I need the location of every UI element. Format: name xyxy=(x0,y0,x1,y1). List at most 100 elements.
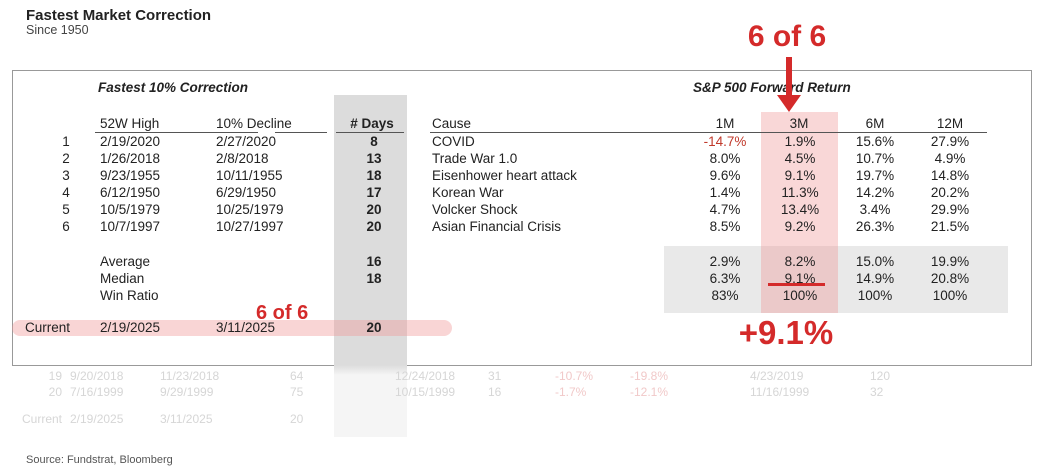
cause-text: Eisenhower heart attack xyxy=(432,168,577,183)
return-6m: 3.4% xyxy=(859,202,891,217)
left-heading: Fastest 10% Correction xyxy=(98,80,249,95)
faded-cell: 32 xyxy=(870,385,884,399)
faded-cell: 9/20/2018 xyxy=(70,369,124,383)
rank-number: 6 xyxy=(62,219,70,234)
stat-1m: 2.9% xyxy=(709,254,741,269)
return-1m: 8.0% xyxy=(709,151,741,166)
return-1m: 4.7% xyxy=(709,202,741,217)
faded-cell: 3/11/2025 xyxy=(160,412,213,426)
return-12m: 14.8% xyxy=(930,168,970,183)
stat-days: 18 xyxy=(366,271,382,286)
return-12m: 29.9% xyxy=(930,202,970,217)
rank-number: 5 xyxy=(62,202,70,217)
faded-cell: 31 xyxy=(488,369,502,383)
cause-text: Asian Financial Crisis xyxy=(432,219,562,234)
faded-cell: 120 xyxy=(870,369,891,383)
stat-12m: 100% xyxy=(932,288,968,303)
faded-cell: -19.8% xyxy=(630,369,669,383)
return-12m: 27.9% xyxy=(930,134,970,149)
divider xyxy=(275,132,327,133)
current-decline: 3/11/2025 xyxy=(216,320,276,335)
arrow-down-icon xyxy=(786,57,792,97)
return-3m: 13.4% xyxy=(780,202,820,217)
days-value: 8 xyxy=(370,134,378,149)
faded-cell: -12.1% xyxy=(630,385,669,399)
faded-cell: 64 xyxy=(290,369,304,383)
divider xyxy=(95,132,257,133)
decline-date: 6/29/1950 xyxy=(216,185,277,200)
return-3m: 9.2% xyxy=(784,219,816,234)
table-frame xyxy=(12,70,1032,366)
52w-high-date: 1/26/2018 xyxy=(100,151,161,166)
return-12m: 20.2% xyxy=(930,185,970,200)
faded-cell: 20 xyxy=(290,412,304,426)
return-6m: 10.7% xyxy=(855,151,895,166)
cause-text: COVID xyxy=(432,134,475,149)
faded-cell: -1.7% xyxy=(555,385,587,399)
days-value: 13 xyxy=(366,151,382,166)
faded-cell: 16 xyxy=(488,385,502,399)
return-1m: 8.5% xyxy=(709,219,741,234)
days-value: 18 xyxy=(366,168,382,183)
header-10-decline: 10% Decline xyxy=(216,116,292,131)
return-3m: 4.5% xyxy=(784,151,816,166)
52w-high-date: 9/23/1955 xyxy=(100,168,161,183)
decline-date: 10/25/1979 xyxy=(216,202,284,217)
stat-12m: 20.8% xyxy=(930,271,970,286)
faded-cell: 12/24/2018 xyxy=(395,369,456,383)
decline-date: 10/11/1955 xyxy=(216,168,283,183)
header-52w-high: 52W High xyxy=(100,116,160,131)
annotation-left: 6 of 6 xyxy=(256,302,309,324)
annotation-result: +9.1% xyxy=(738,314,834,351)
stat-12m: 19.9% xyxy=(930,254,970,269)
stats-band xyxy=(664,246,1008,313)
decline-date: 10/27/1997 xyxy=(216,219,284,234)
return-3m: 1.9% xyxy=(784,134,816,149)
faded-cell: Current xyxy=(21,412,62,426)
stat-3m: 9.1% xyxy=(784,271,816,286)
return-6m: 14.2% xyxy=(855,185,895,200)
rank-number: 4 xyxy=(62,185,70,200)
52w-high-date: 10/7/1997 xyxy=(100,219,161,234)
stat-label: Median xyxy=(100,271,145,286)
divider xyxy=(336,132,404,133)
median-underline xyxy=(768,283,825,286)
stat-1m: 6.3% xyxy=(709,271,741,286)
faded-cell: 9/29/1999 xyxy=(160,385,214,399)
faded-cell: -10.7% xyxy=(555,369,594,383)
faded-cell: 2/19/2025 xyxy=(70,412,124,426)
header-6m: 6M xyxy=(865,116,885,131)
rank-number: 3 xyxy=(62,168,70,183)
stat-label: Average xyxy=(100,254,151,269)
stat-3m: 100% xyxy=(782,288,818,303)
stat-6m: 15.0% xyxy=(855,254,895,269)
faded-cell: 19 xyxy=(48,369,62,383)
header-12m: 12M xyxy=(936,116,964,131)
return-12m: 21.5% xyxy=(930,219,970,234)
faded-cell: 20 xyxy=(48,385,62,399)
arrowhead-icon xyxy=(777,95,801,112)
faded-cell: 7/16/1999 xyxy=(70,385,124,399)
days-value: 20 xyxy=(366,202,382,217)
stat-1m: 83% xyxy=(711,288,739,303)
stat-6m: 100% xyxy=(857,288,893,303)
days-value: 20 xyxy=(366,219,382,234)
52w-high-date: 6/12/1950 xyxy=(100,185,161,200)
current-days: 20 xyxy=(366,320,382,335)
52w-high-date: 10/5/1979 xyxy=(100,202,161,217)
header-3m: 3M xyxy=(789,116,809,131)
return-1m: 1.4% xyxy=(709,185,741,200)
return-6m: 26.3% xyxy=(855,219,895,234)
current-high: 2/19/2025 xyxy=(100,320,161,335)
decline-date: 2/8/2018 xyxy=(216,151,269,166)
return-1m: -14.7% xyxy=(703,134,747,149)
faded-cell: 4/23/2019 xyxy=(750,369,804,383)
return-3m: 11.3% xyxy=(781,185,819,200)
rank-number: 2 xyxy=(62,151,70,166)
page-subtitle: Since 1950 xyxy=(26,23,89,37)
header-1m: 1M xyxy=(715,116,735,131)
current-label: Current xyxy=(25,320,71,335)
divider xyxy=(430,132,987,133)
days-value: 17 xyxy=(366,185,382,200)
cause-text: Volcker Shock xyxy=(432,202,518,217)
